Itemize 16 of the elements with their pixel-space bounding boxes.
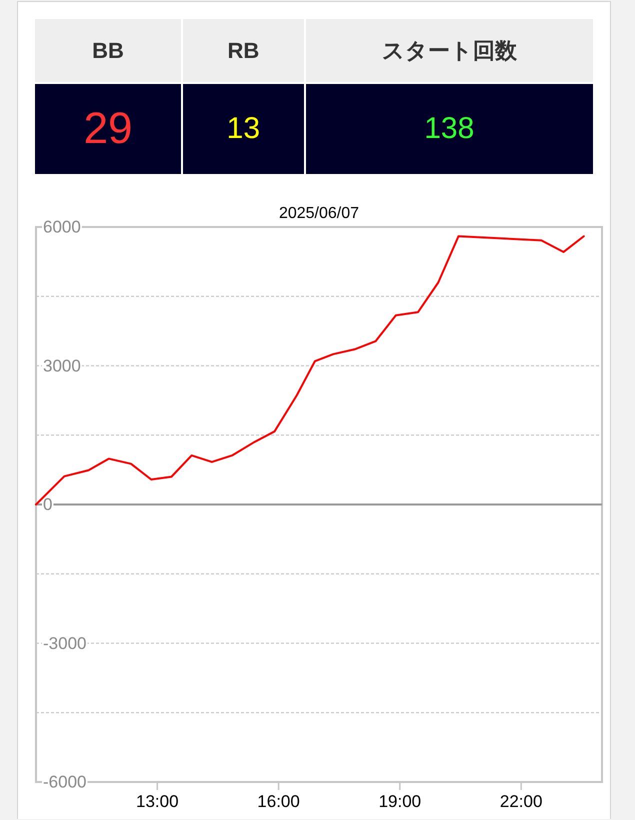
category-label: スタート回数 [306,19,593,82]
y-tick-label: -3000 [43,634,86,653]
chart-title: 2025/06/07 [278,205,360,222]
y-tick-label: 0 [43,495,52,514]
y-tick-label: 3000 [43,356,81,376]
data-label: 29 [84,104,133,153]
category-label: RB [183,19,304,82]
x-tick-label: 19:00 [378,792,422,811]
x-tick-label: 22:00 [500,792,542,811]
data-label: 138 [424,112,474,145]
y-tick-label: -6000 [43,772,86,792]
data-label: 13 [226,112,260,145]
category-label: BB [35,19,182,82]
x-tick-label: 16:00 [257,792,300,811]
y-tick-label: 6000 [43,218,81,236]
x-tick-label: 13:00 [136,792,179,811]
